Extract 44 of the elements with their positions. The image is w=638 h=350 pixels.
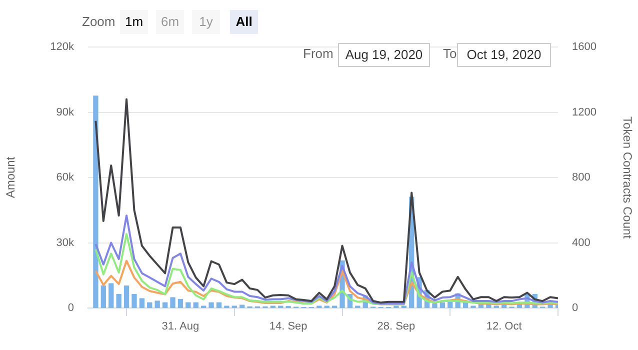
zoom-button: 6m: [156, 10, 184, 34]
y2-tick-label: 1200: [572, 106, 596, 118]
bar: [208, 302, 214, 308]
x-tick-label: 28. Sep: [377, 320, 416, 333]
y-tick-label: 90k: [56, 106, 74, 118]
bar: [100, 285, 106, 308]
y2-axis-title: Token Contracts Count: [620, 116, 634, 240]
bar: [432, 303, 438, 308]
zoom-button: 1y: [192, 10, 220, 34]
y-axis-title: Amount: [4, 156, 18, 198]
bar: [93, 96, 98, 308]
y-tick-label: 120k: [50, 41, 74, 54]
y-tick-label: 30k: [56, 236, 74, 249]
date-field: Aug 19, 2020: [338, 43, 430, 67]
y2-tick-label: 0: [572, 302, 578, 314]
x-tick-label: 14. Sep: [269, 320, 308, 333]
bar: [108, 283, 114, 308]
bar: [186, 302, 191, 308]
bar: [178, 299, 184, 308]
bar: [124, 285, 130, 308]
bar: [139, 298, 145, 308]
from-label: From: [303, 46, 334, 61]
y2-tick-label: 800: [572, 172, 590, 184]
bar: [162, 302, 168, 308]
y-tick-label: 60k: [56, 172, 74, 184]
bar: [170, 297, 176, 308]
zoom-button: All: [230, 10, 258, 34]
bar: [116, 294, 122, 308]
bar: [193, 302, 198, 308]
bar: [440, 302, 446, 308]
zoom-button: 1m: [120, 10, 148, 34]
bar: [147, 302, 152, 308]
y2-tick-label: 400: [572, 236, 590, 249]
bar: [216, 302, 222, 308]
bar: [154, 300, 160, 308]
bar: [240, 304, 245, 308]
y2-tick-label: 1600: [572, 41, 596, 54]
to-label: To: [443, 46, 457, 61]
y-tick-label: 0: [68, 302, 74, 314]
x-tick-label: 12. Oct: [486, 320, 522, 333]
zoom-label: Zoom: [82, 14, 116, 29]
bar: [132, 294, 137, 308]
date-field: Oct 19, 2020: [457, 43, 551, 67]
x-tick-label: 31. Aug: [162, 320, 200, 333]
